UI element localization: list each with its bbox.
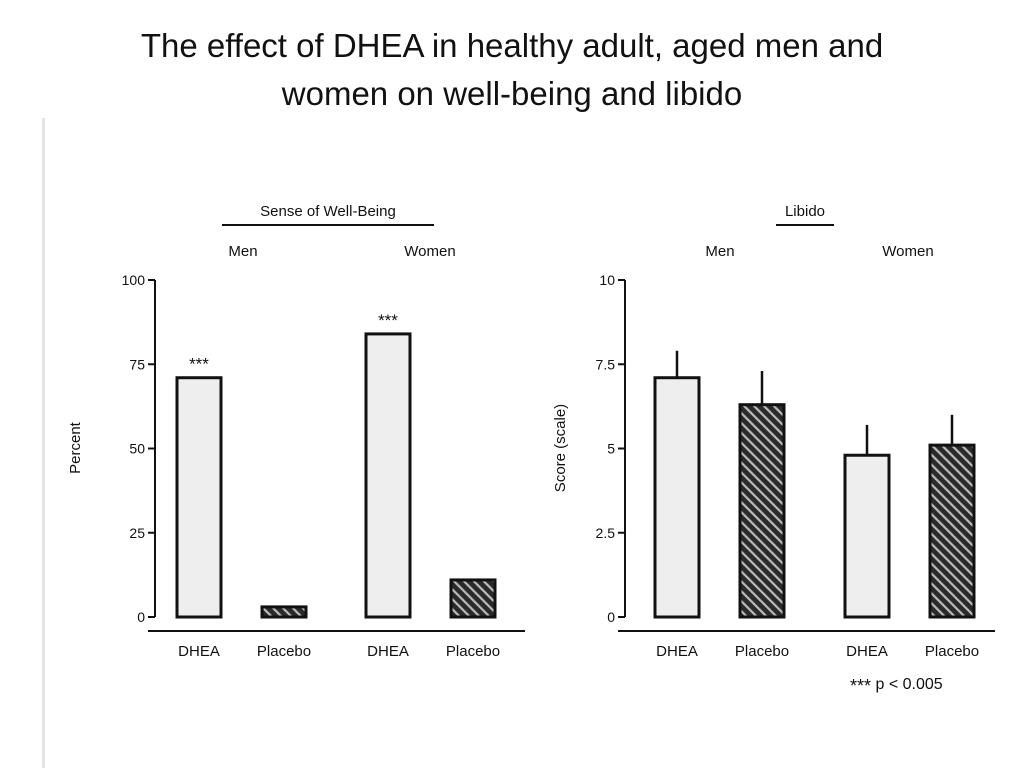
wellbeing-y-axis-label: Percent <box>67 421 84 474</box>
libido-y-tick-label: 10 <box>599 272 615 288</box>
wellbeing-y-tick-label: 0 <box>137 609 145 625</box>
wellbeing-category-label: DHEA <box>367 643 409 660</box>
wellbeing-bar <box>175 376 223 619</box>
slide-title-line-2: women on well-being and libido <box>281 75 743 112</box>
wellbeing-category-label: DHEA <box>178 643 220 660</box>
wellbeing-category-label: Placebo <box>446 643 500 660</box>
wellbeing-group-label: Men <box>228 243 257 260</box>
footnote: *** p < 0.005 <box>850 676 943 697</box>
libido-group-label: Women <box>882 243 933 260</box>
libido-panel-title: Libido <box>785 203 825 220</box>
left-divider <box>42 118 45 768</box>
libido-y-tick-label: 5 <box>607 441 615 457</box>
libido-bar <box>843 453 891 619</box>
footnote-text: p < 0.005 <box>875 676 943 693</box>
wellbeing-category-label: Placebo <box>257 643 311 660</box>
libido-bar <box>738 403 786 619</box>
footnote-stars: *** <box>850 676 872 696</box>
libido-category-label: Placebo <box>735 643 789 660</box>
wellbeing-y-tick-label: 25 <box>129 525 145 541</box>
slide-title-line-1: The effect of DHEA in healthy adult, age… <box>140 27 884 64</box>
libido-y-tick-label: 7.5 <box>596 356 616 372</box>
wellbeing-panel-title: Sense of Well-Being <box>260 203 396 220</box>
libido-bar <box>928 443 976 619</box>
wellbeing-y-tick-label: 75 <box>129 356 145 372</box>
wellbeing-bar <box>364 332 412 619</box>
libido-bar <box>653 376 701 619</box>
wellbeing-bar <box>449 578 497 619</box>
libido-category-label: DHEA <box>656 643 698 660</box>
wellbeing-y-tick-label: 50 <box>129 441 145 457</box>
wellbeing-significance-marker: *** <box>378 311 398 330</box>
libido-y-tick-label: 2.5 <box>596 525 616 541</box>
wellbeing-y-tick-label: 100 <box>122 272 146 288</box>
wellbeing-bar <box>260 605 308 619</box>
libido-group-label: Men <box>705 243 734 260</box>
libido-y-axis-label: Score (scale) <box>552 404 569 492</box>
libido-category-label: Placebo <box>925 643 979 660</box>
libido-y-tick-label: 0 <box>607 609 615 625</box>
libido-category-label: DHEA <box>846 643 888 660</box>
slide-title: The effect of DHEA in healthy adult, age… <box>0 22 1024 118</box>
wellbeing-significance-marker: *** <box>189 355 209 374</box>
wellbeing-group-label: Women <box>404 243 455 260</box>
